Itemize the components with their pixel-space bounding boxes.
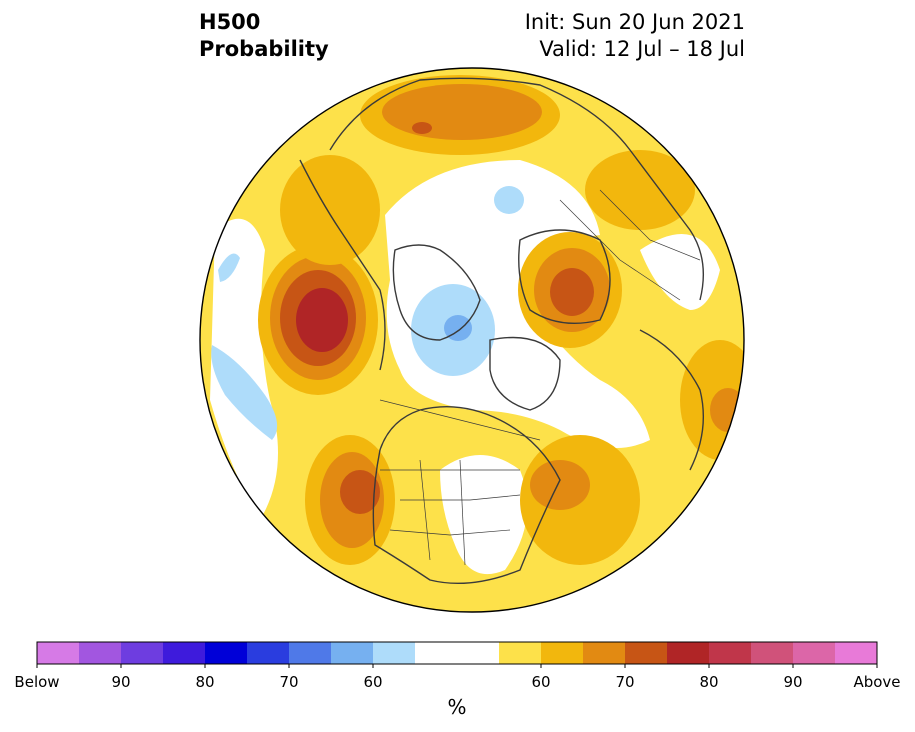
title-left: H500 Probability xyxy=(199,9,329,63)
colorbar-swatch xyxy=(457,642,500,664)
colorbar-swatch xyxy=(751,642,794,664)
colorbar-swatch xyxy=(499,642,542,664)
colorbar-border xyxy=(36,641,878,665)
variable-title: H500 xyxy=(199,10,261,34)
above-70-atlantic-core xyxy=(530,460,590,510)
colorbar-swatch xyxy=(667,642,710,664)
colorbar-swatch xyxy=(289,642,332,664)
colorbar-swatch xyxy=(373,642,416,664)
colorbar xyxy=(36,641,878,668)
colorbar-swatch xyxy=(247,642,290,664)
colorbar-swatch xyxy=(79,642,122,664)
colorbar-swatch xyxy=(37,642,80,664)
colorbar-tick-label: 60 xyxy=(363,673,383,691)
colorbar-swatch xyxy=(205,642,248,664)
neutral-pacific-west xyxy=(210,218,278,520)
below-65-arctic-core xyxy=(444,315,472,341)
above-80-alaska-core xyxy=(296,288,348,352)
neutral-arctic xyxy=(385,160,650,448)
colorbar-tick-label: 80 xyxy=(699,673,719,691)
colorbar-swatch xyxy=(331,642,374,664)
colorbar-tick-label: 80 xyxy=(195,673,215,691)
above-75-siberia-core xyxy=(412,122,432,134)
probability-field xyxy=(200,68,744,612)
below-60-west-edge xyxy=(218,253,240,282)
neutral-eastern-us xyxy=(440,455,528,575)
colorbar-swatch xyxy=(541,642,584,664)
polar-map xyxy=(199,67,745,613)
product-title: Probability xyxy=(199,37,329,61)
colorbar-swatch xyxy=(793,642,836,664)
init-date: Init: Sun 20 Jun 2021 xyxy=(524,10,745,34)
borders xyxy=(379,189,701,566)
colorbar-tick-label: 70 xyxy=(279,673,299,691)
colorbar-tick-label: 90 xyxy=(783,673,803,691)
title-right: Init: Sun 20 Jun 2021 Valid: 12 Jul – 18… xyxy=(525,9,745,63)
colorbar-swatch xyxy=(835,642,878,664)
above-75-west-na-core xyxy=(340,470,380,514)
below-60-pacific xyxy=(211,345,278,440)
colorbar-swatch xyxy=(415,642,458,664)
colorbar-swatch xyxy=(709,642,752,664)
above-75-scandinavia-core xyxy=(550,268,594,316)
colorbar-swatch xyxy=(163,642,206,664)
colorbar-tick-label: 90 xyxy=(111,673,131,691)
above-65-bering xyxy=(280,155,380,265)
colorbar-tick-label: 70 xyxy=(615,673,635,691)
colorbar-tick-label: 60 xyxy=(531,673,551,691)
above-65-ne-asia xyxy=(585,150,695,230)
valid-range: Valid: 12 Jul – 18 Jul xyxy=(539,37,745,61)
colorbar-tick-label: Below xyxy=(14,673,60,691)
colorbar-tick-label: Above xyxy=(853,673,901,691)
colorbar-swatch xyxy=(121,642,164,664)
colorbar-unit: % xyxy=(447,695,467,719)
colorbar-swatch xyxy=(583,642,626,664)
below-60-greenland-sea xyxy=(494,186,524,214)
coastlines xyxy=(299,77,705,584)
globe-boundary xyxy=(199,67,745,613)
colorbar-swatch xyxy=(625,642,668,664)
